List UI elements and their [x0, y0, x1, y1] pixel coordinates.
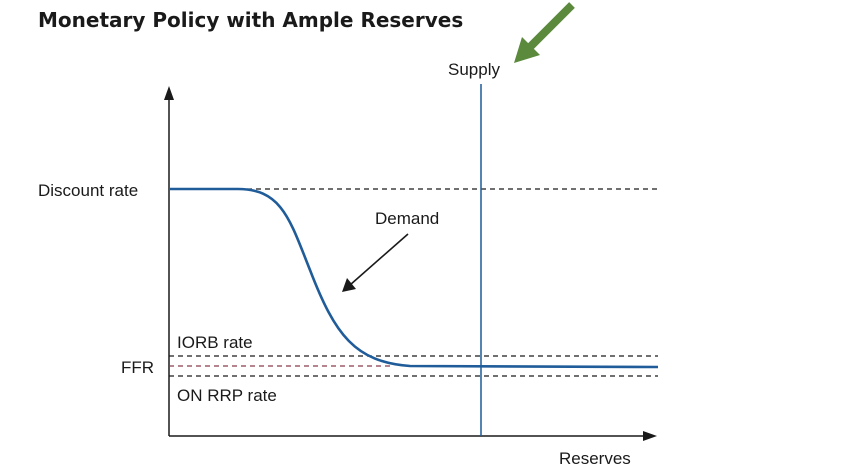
- discount-rate-label: Discount rate: [38, 181, 138, 200]
- y-axis: [164, 86, 174, 436]
- x-axis: [169, 431, 657, 441]
- x-axis-arrowhead-icon: [643, 431, 657, 441]
- on-rrp-rate-label: ON RRP rate: [177, 386, 277, 405]
- supply-callout-arrow-icon: [514, 2, 575, 63]
- iorb-rate-label: IORB rate: [177, 333, 253, 352]
- ffr-label: FFR: [121, 358, 154, 377]
- demand-curve: [169, 187, 659, 369]
- x-axis-label: Reserves: [559, 449, 631, 468]
- demand-arrow-icon: [342, 233, 409, 292]
- demand-label: Demand: [375, 209, 439, 228]
- diagram-title: Monetary Policy with Ample Reserves: [38, 8, 463, 32]
- supply-label: Supply: [448, 60, 500, 79]
- y-axis-arrowhead-icon: [164, 86, 174, 100]
